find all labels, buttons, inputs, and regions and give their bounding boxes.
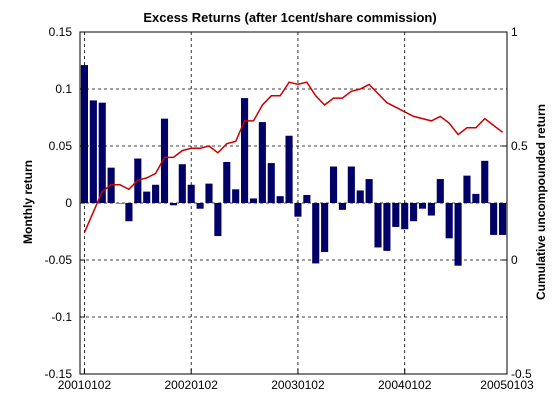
bar — [89, 100, 97, 203]
bar — [365, 179, 373, 203]
bar — [160, 118, 169, 203]
bar-series — [80, 65, 507, 266]
bar — [143, 191, 151, 203]
bar — [312, 203, 320, 264]
y2-tick-label: 0.5 — [511, 139, 528, 153]
bar — [481, 160, 489, 203]
line-series — [83, 81, 504, 233]
bar — [196, 203, 204, 209]
y2-tick-label: 0 — [511, 253, 518, 267]
bar — [329, 166, 338, 203]
bar — [98, 102, 106, 203]
bar — [232, 189, 240, 203]
y-tick-label: -0.1 — [51, 310, 72, 324]
bar — [169, 203, 177, 206]
bar — [347, 166, 355, 203]
x-tick-label: 20020102 — [165, 378, 219, 392]
bar — [241, 98, 249, 203]
y-tick-label: 0.15 — [49, 25, 73, 39]
bar — [454, 203, 462, 266]
cumulative-return-line — [83, 81, 504, 233]
bar — [294, 203, 302, 217]
bar — [498, 203, 507, 235]
y-tick-label: 0.05 — [49, 139, 73, 153]
bar — [392, 203, 400, 227]
axis-ticks: -0.15 -0.1 -0.05 0 0.05 0.1 0.15 -0.5 0 0.5 1 20010… — [45, 25, 534, 392]
x-tick-label: 20010102 — [58, 378, 112, 392]
chart-title: Excess Returns (after 1cent/share commis… — [143, 10, 436, 25]
bar — [214, 203, 222, 237]
bar — [205, 183, 213, 203]
bar — [80, 65, 89, 203]
x-tick-label: 20030102 — [271, 378, 325, 392]
y-tick-label: 0 — [65, 196, 72, 210]
bar — [410, 203, 418, 222]
y2-tick-label: -0.5 — [511, 367, 532, 381]
bar — [303, 195, 311, 203]
bar — [445, 203, 453, 239]
y2-axis-label: Cumulative uncompounded return — [534, 104, 548, 300]
bar — [187, 184, 195, 203]
y-axis-label: Monthly return — [21, 160, 35, 244]
y-tick-label: 0.1 — [55, 82, 72, 96]
bar — [223, 161, 231, 203]
bar — [276, 196, 284, 203]
bar — [374, 203, 382, 248]
bar — [267, 163, 275, 203]
bar — [463, 175, 471, 203]
bar — [125, 203, 133, 222]
bar — [152, 184, 160, 203]
bar — [418, 203, 427, 209]
bar — [401, 203, 409, 230]
bar — [285, 135, 293, 203]
bar — [356, 190, 364, 203]
bar — [472, 193, 480, 203]
y-tick-label: -0.15 — [45, 367, 73, 381]
bar — [383, 203, 391, 251]
bar — [178, 164, 186, 203]
y-tick-label: -0.05 — [45, 253, 73, 267]
bar — [436, 179, 444, 203]
bar — [321, 203, 329, 253]
bar — [338, 203, 346, 210]
bar — [249, 198, 258, 203]
bar — [116, 203, 124, 204]
y2-tick-label: 1 — [511, 25, 518, 39]
bar — [427, 203, 435, 216]
bar — [490, 203, 498, 235]
x-tick-label: 20040102 — [378, 378, 432, 392]
x-tick-label: 20050103 — [480, 378, 534, 392]
bar — [258, 122, 266, 203]
